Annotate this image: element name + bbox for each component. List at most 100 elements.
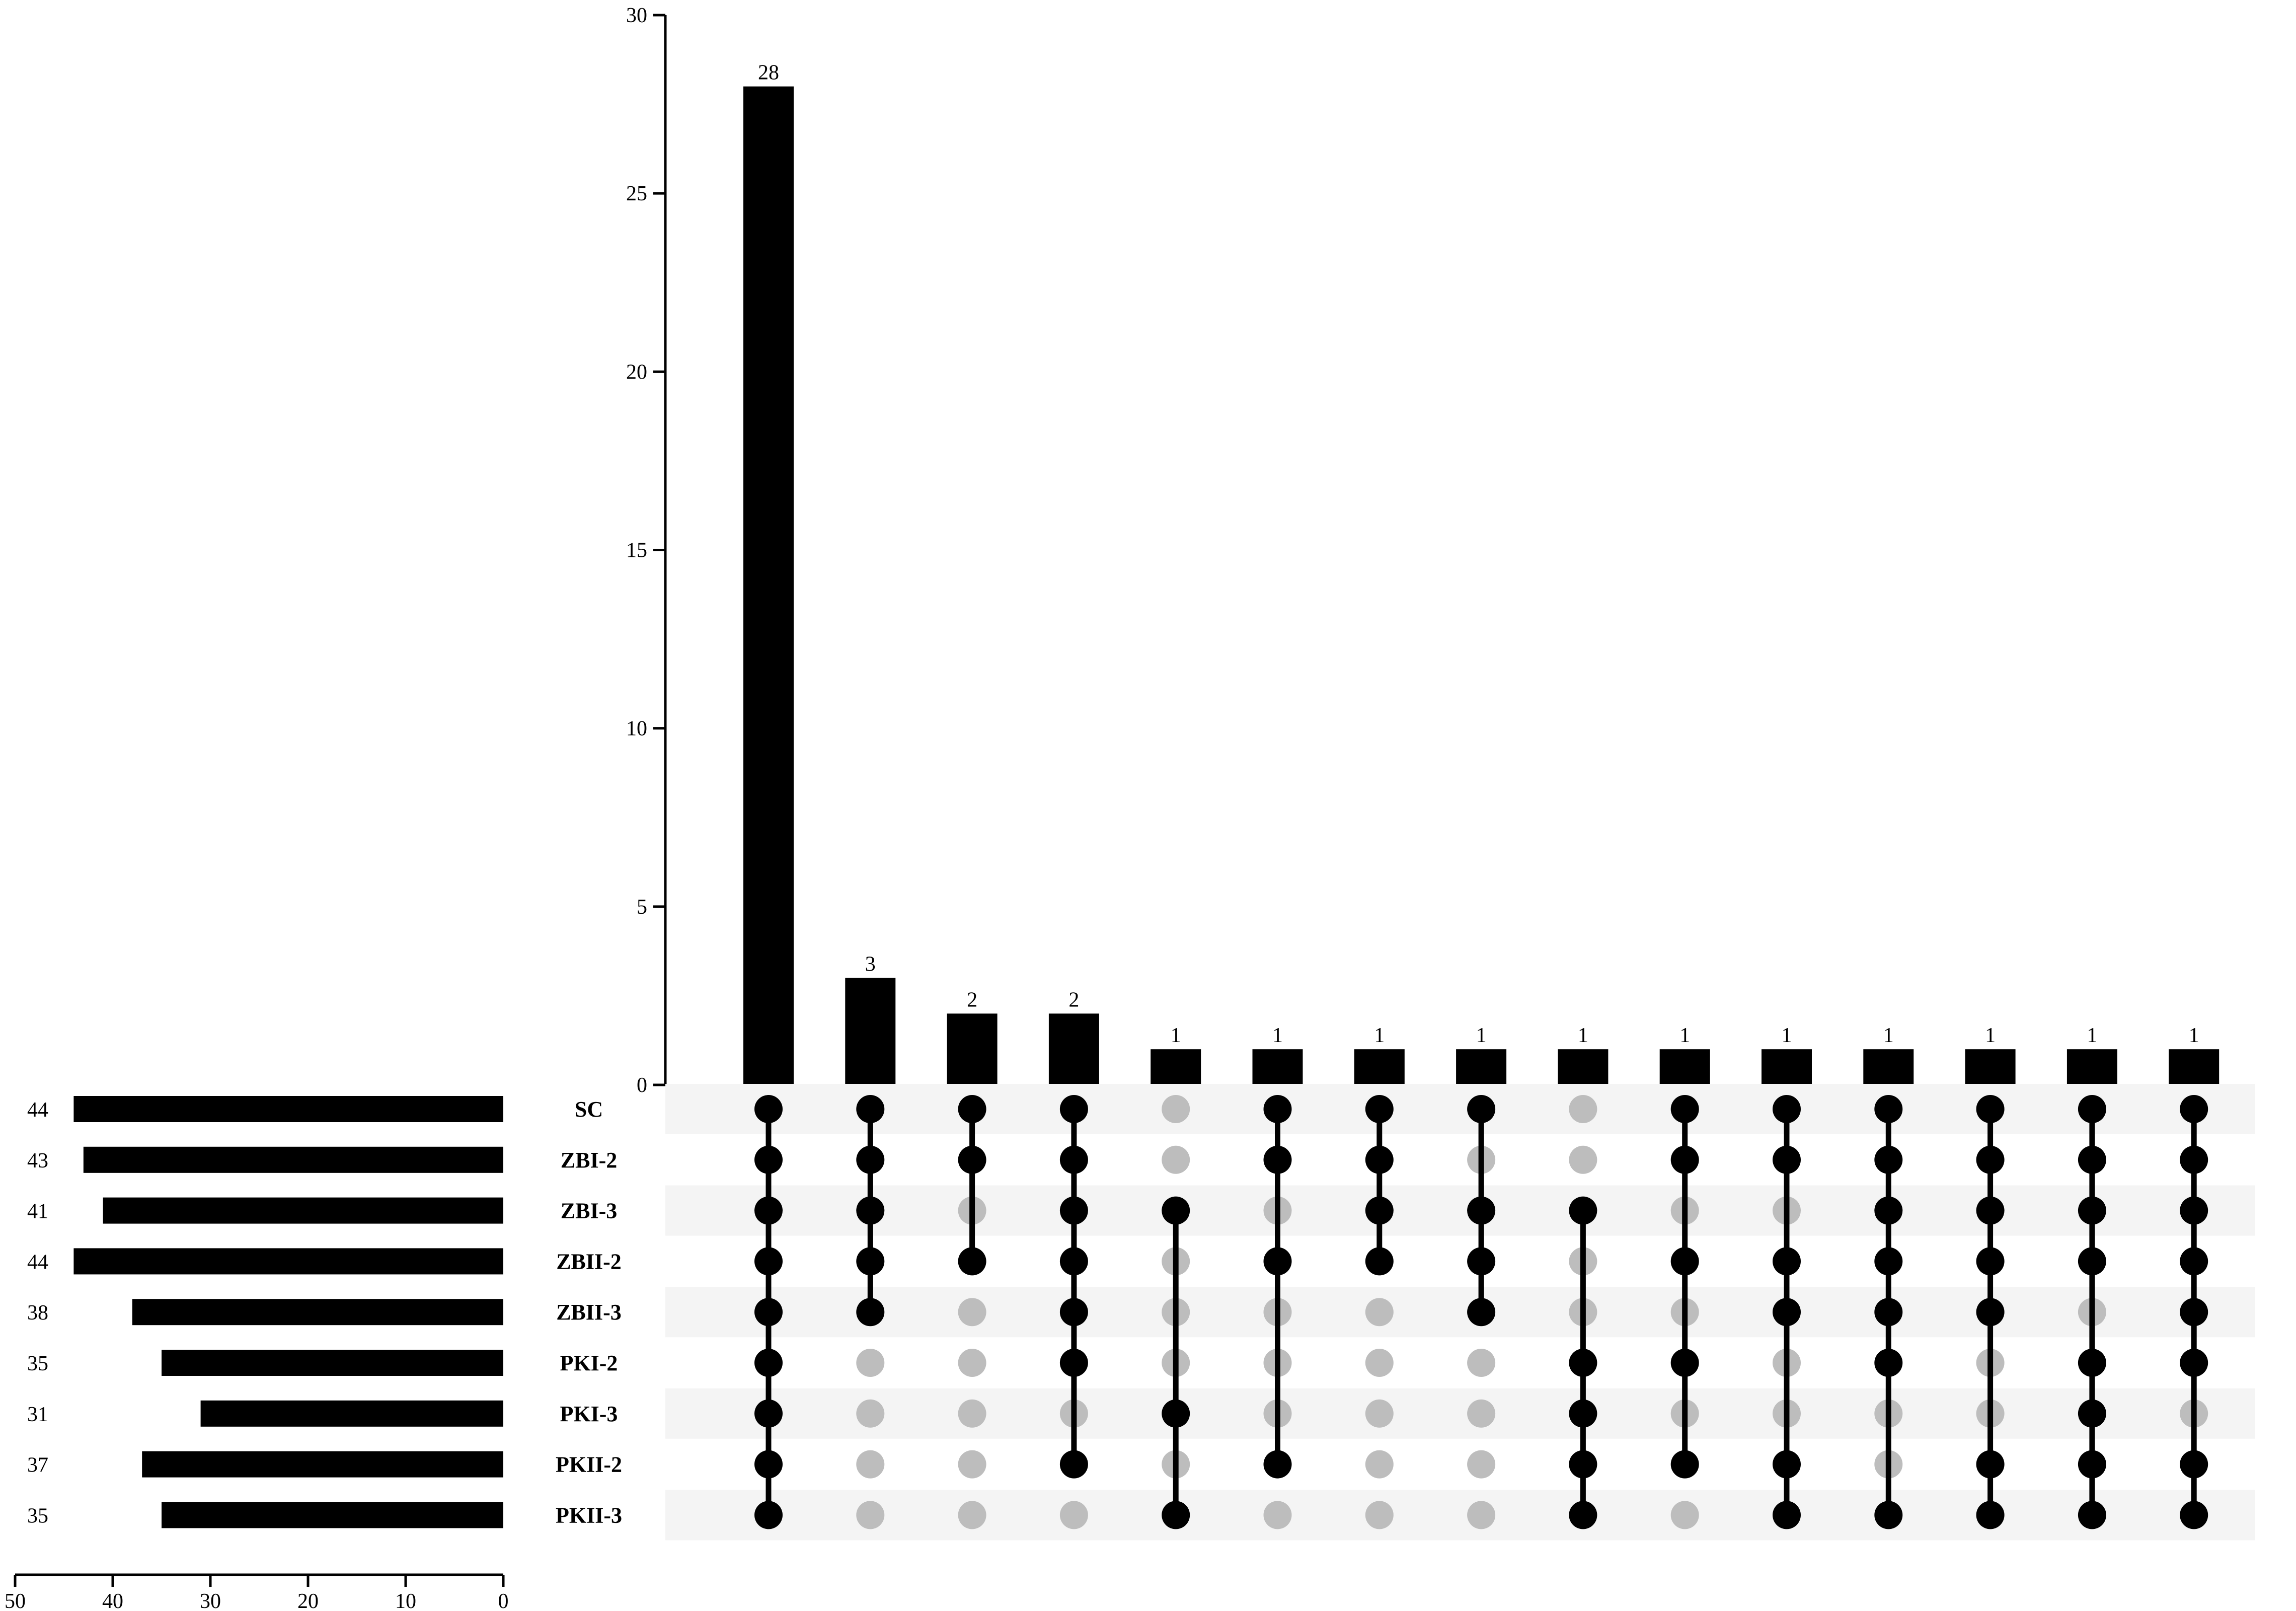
set-size-tick-label: 40 (102, 1590, 123, 1611)
matrix-dot-active (2078, 1095, 2106, 1123)
matrix-dot-active (1467, 1196, 1496, 1225)
matrix-dot-inactive (958, 1450, 986, 1479)
bar-value-label: 1 (2087, 1024, 2097, 1047)
matrix-dot-active (2180, 1450, 2208, 1479)
set-size-bar (132, 1299, 503, 1326)
set-size-bar (142, 1451, 503, 1478)
matrix-dot-inactive (1670, 1501, 1699, 1529)
bar-value-label: 3 (865, 953, 876, 976)
matrix-dot-active (2078, 1349, 2106, 1377)
matrix-dot-inactive (856, 1501, 885, 1529)
set-size-bar (73, 1248, 503, 1275)
matrix-dot-active (1670, 1095, 1699, 1123)
matrix-dot-active (1569, 1399, 1597, 1428)
matrix-dot-active (1773, 1501, 1801, 1529)
set-size-bar (73, 1096, 503, 1122)
set-size-tick-label: 10 (395, 1590, 416, 1611)
matrix-dot-active (1569, 1450, 1597, 1479)
matrix-dot-inactive (958, 1298, 986, 1327)
matrix-row-shade (665, 1084, 2255, 1134)
matrix-dot-inactive (1263, 1501, 1292, 1529)
matrix-dot-active (2078, 1145, 2106, 1174)
matrix-dot-active (1670, 1349, 1699, 1377)
matrix-dot-active (754, 1247, 783, 1276)
matrix-dot-active (1670, 1450, 1699, 1479)
bar-value-label: 2 (1068, 988, 1079, 1011)
set-name-label: PKI-2 (560, 1351, 618, 1375)
bar-value-label: 2 (967, 988, 977, 1011)
matrix-dot-active (2078, 1247, 2106, 1276)
bar-value-label: 1 (1476, 1024, 1487, 1047)
matrix-dot-active (1773, 1145, 1801, 1174)
matrix-dot-active (1059, 1196, 1088, 1225)
matrix-dot-active (2078, 1450, 2106, 1479)
set-size-value-label: 35 (27, 1352, 48, 1375)
bar-value-label: 1 (1578, 1024, 1588, 1047)
matrix-dot-active (754, 1196, 783, 1225)
matrix-dot-active (1263, 1095, 1292, 1123)
matrix-dot-inactive (1365, 1298, 1394, 1327)
intersection-bars: 28 3 2 2 1 1 1 1 1 1 1 1 1 1 1 (743, 61, 2220, 1085)
matrix-dot-active (1976, 1501, 2005, 1529)
matrix-dot-active (1263, 1450, 1292, 1479)
matrix-dot-active (754, 1501, 783, 1529)
intersection-bar (1558, 1049, 1609, 1085)
matrix-dot-active (1263, 1145, 1292, 1174)
matrix-dot-active (754, 1349, 783, 1377)
set-name-label: SC (575, 1097, 603, 1122)
set-name-label: PKII-2 (556, 1452, 622, 1477)
matrix-dot-active (856, 1247, 885, 1276)
matrix-dot-active (1874, 1349, 1903, 1377)
matrix-dot-inactive (1365, 1501, 1394, 1529)
matrix-dot-active (1773, 1298, 1801, 1327)
matrix-dot-active (2180, 1349, 2208, 1377)
matrix-dot-active (1976, 1298, 2005, 1327)
bar-value-label: 1 (1883, 1024, 1894, 1047)
matrix-dot-active (1569, 1349, 1597, 1377)
matrix-dot-active (1976, 1145, 2005, 1174)
intersection-bar (947, 1013, 998, 1085)
intersection-bar (1965, 1049, 2016, 1085)
matrix-dot-inactive (1467, 1501, 1496, 1529)
matrix-dot-active (1365, 1095, 1394, 1123)
matrix-dot-active (1773, 1095, 1801, 1123)
intersection-bar (1456, 1049, 1507, 1085)
set-size-tick-label: 30 (200, 1590, 221, 1611)
set-size-value-label: 44 (27, 1099, 48, 1122)
matrix (665, 1084, 2255, 1541)
set-size-tick-label: 50 (5, 1590, 26, 1611)
set-size-value-label: 43 (27, 1149, 48, 1173)
matrix-dot-active (1874, 1196, 1903, 1225)
matrix-dot-active (1874, 1145, 1903, 1174)
matrix-dot-inactive (856, 1399, 885, 1428)
matrix-dot-inactive (958, 1399, 986, 1428)
matrix-dot-active (2180, 1145, 2208, 1174)
intersection-bar (743, 86, 794, 1085)
matrix-row-shade (665, 1388, 2255, 1439)
set-size-tick-label: 0 (498, 1590, 509, 1611)
y-tick-label: 25 (626, 182, 647, 205)
matrix-dot-active (1569, 1501, 1597, 1529)
matrix-dot-active (1670, 1145, 1699, 1174)
set-size-value-label: 38 (27, 1301, 48, 1325)
set-size-tick-label: 20 (297, 1590, 319, 1611)
matrix-dot-inactive (958, 1501, 986, 1529)
matrix-dot-active (1059, 1450, 1088, 1479)
matrix-dot-inactive (1162, 1095, 1190, 1123)
intersection-bar (2067, 1049, 2117, 1085)
matrix-dot-active (1976, 1450, 2005, 1479)
bar-value-label: 1 (1679, 1024, 1690, 1047)
matrix-dot-inactive (1365, 1450, 1394, 1479)
y-tick-label: 0 (637, 1074, 647, 1097)
intersection-bar (1048, 1013, 1099, 1085)
y-tick-label: 10 (626, 717, 647, 741)
bar-value-label: 1 (1272, 1024, 1283, 1047)
matrix-dot-active (958, 1247, 986, 1276)
matrix-dot-active (1059, 1349, 1088, 1377)
intersection-bar (1762, 1049, 1812, 1085)
set-size-bars: SC 44 ZBI-2 43 ZBI-3 41 ZBII-2 44 ZBII-3 38 PKI-2 3… (27, 1096, 622, 1528)
intersection-bar (1151, 1049, 1201, 1085)
matrix-dot-active (1467, 1247, 1496, 1276)
matrix-dot-active (1162, 1501, 1190, 1529)
matrix-dot-active (2180, 1298, 2208, 1327)
